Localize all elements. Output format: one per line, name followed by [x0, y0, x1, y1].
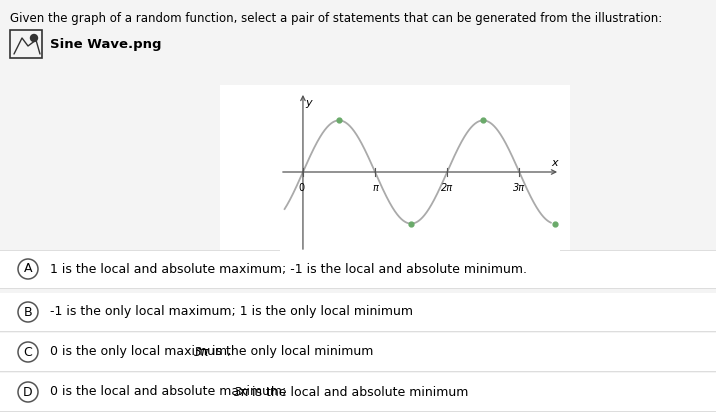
FancyBboxPatch shape	[0, 333, 716, 371]
Text: 0 is the only local maximum;: 0 is the only local maximum;	[50, 346, 231, 358]
Text: Sine Wave.png: Sine Wave.png	[50, 37, 162, 51]
Text: 3π: 3π	[513, 183, 526, 193]
Text: A: A	[24, 262, 32, 276]
Text: 2π: 2π	[441, 183, 453, 193]
Text: 3π: 3π	[194, 346, 210, 358]
Text: is the only local minimum: is the only local minimum	[212, 346, 373, 358]
Text: B: B	[24, 306, 32, 318]
FancyBboxPatch shape	[0, 250, 716, 288]
Text: is the local and absolute minimum: is the local and absolute minimum	[252, 386, 468, 398]
Text: x: x	[551, 158, 558, 169]
Text: y: y	[305, 98, 311, 108]
FancyBboxPatch shape	[220, 85, 570, 260]
Text: 3π: 3π	[234, 386, 249, 398]
Text: 0: 0	[299, 183, 305, 193]
FancyBboxPatch shape	[10, 30, 42, 58]
Text: C: C	[24, 346, 32, 358]
Text: π: π	[372, 183, 378, 193]
FancyBboxPatch shape	[0, 293, 716, 331]
Text: 1 is the local and absolute maximum; -1 is the local and absolute minimum.: 1 is the local and absolute maximum; -1 …	[50, 262, 527, 276]
FancyBboxPatch shape	[0, 373, 716, 411]
Text: -1 is the only local maximum; 1 is the only local minimum: -1 is the only local maximum; 1 is the o…	[50, 306, 413, 318]
Circle shape	[31, 35, 37, 42]
Text: Given the graph of a random function, select a pair of statements that can be ge: Given the graph of a random function, se…	[10, 12, 662, 25]
Text: D: D	[23, 386, 33, 398]
Text: 0 is the local and absolute maximum;: 0 is the local and absolute maximum;	[50, 386, 286, 398]
